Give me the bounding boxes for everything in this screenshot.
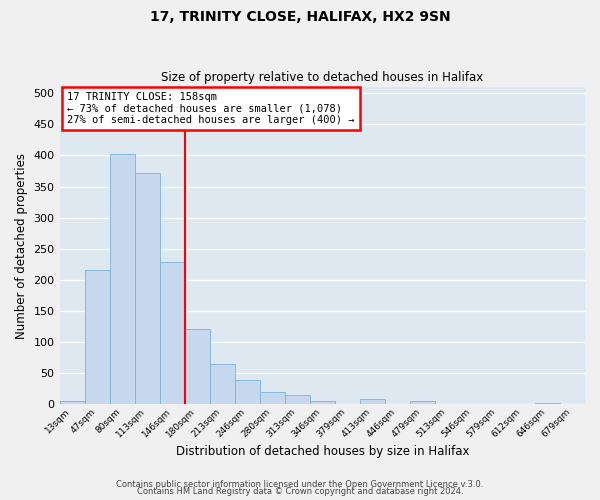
Text: Contains HM Land Registry data © Crown copyright and database right 2024.: Contains HM Land Registry data © Crown c… — [137, 487, 463, 496]
X-axis label: Distribution of detached houses by size in Halifax: Distribution of detached houses by size … — [176, 444, 469, 458]
Bar — [310, 401, 335, 404]
Bar — [134, 173, 160, 404]
Bar — [59, 401, 85, 404]
Bar — [85, 270, 110, 404]
Y-axis label: Number of detached properties: Number of detached properties — [15, 152, 28, 338]
Bar — [209, 364, 235, 404]
Bar — [110, 154, 134, 404]
Bar — [535, 403, 560, 404]
Text: 17, TRINITY CLOSE, HALIFAX, HX2 9SN: 17, TRINITY CLOSE, HALIFAX, HX2 9SN — [149, 10, 451, 24]
Bar — [260, 392, 285, 404]
Bar — [410, 401, 435, 404]
Text: Contains public sector information licensed under the Open Government Licence v.: Contains public sector information licen… — [116, 480, 484, 489]
Title: Size of property relative to detached houses in Halifax: Size of property relative to detached ho… — [161, 72, 484, 85]
Bar — [285, 396, 310, 404]
Bar — [185, 330, 209, 404]
Bar — [360, 399, 385, 404]
Bar — [235, 380, 260, 404]
Text: 17 TRINITY CLOSE: 158sqm
← 73% of detached houses are smaller (1,078)
27% of sem: 17 TRINITY CLOSE: 158sqm ← 73% of detach… — [67, 92, 355, 125]
Bar — [160, 262, 185, 404]
